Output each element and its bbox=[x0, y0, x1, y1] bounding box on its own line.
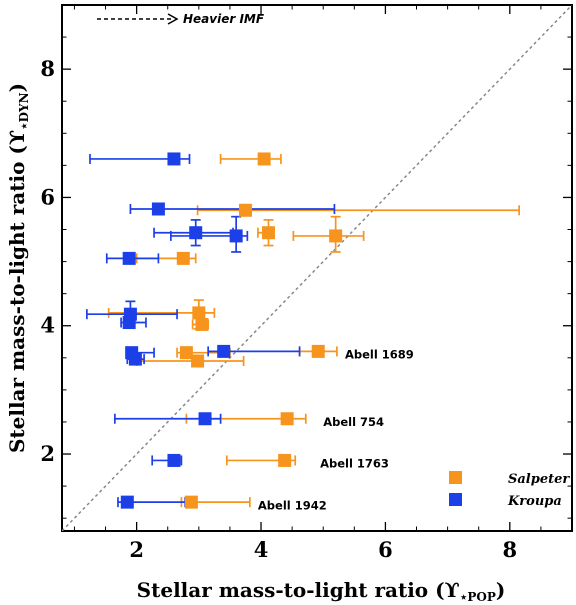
legend-label-salpeter: Salpeter bbox=[508, 472, 570, 487]
salpeter-point bbox=[261, 226, 275, 240]
x-tick-label: 4 bbox=[254, 537, 269, 562]
kroupa-point bbox=[167, 453, 181, 467]
salpeter-point bbox=[257, 152, 271, 166]
kroupa-point bbox=[122, 251, 136, 265]
salpeter-point bbox=[280, 412, 294, 426]
kroupa-point bbox=[217, 344, 231, 358]
kroupa-point bbox=[167, 152, 181, 166]
cluster-annotation: Abell 754 bbox=[323, 415, 384, 429]
salpeter-point bbox=[195, 317, 209, 331]
salpeter-point bbox=[176, 251, 190, 265]
salpeter-point bbox=[184, 495, 198, 509]
salpeter-point bbox=[179, 346, 193, 360]
heavier-imf-arrowhead bbox=[167, 13, 179, 25]
kroupa-point bbox=[189, 226, 203, 240]
legend: Salpeter Kroupa bbox=[449, 471, 570, 509]
kroupa-point bbox=[120, 495, 134, 509]
y-tick-label: 2 bbox=[40, 441, 55, 466]
cluster-annotation: Abell 1942 bbox=[258, 498, 327, 512]
kroupa-point bbox=[229, 229, 243, 243]
x-tick-label: 8 bbox=[502, 537, 517, 562]
kroupa-point bbox=[198, 412, 212, 426]
x-tick-label: 6 bbox=[378, 537, 393, 562]
y-tick-label: 6 bbox=[40, 184, 55, 209]
kroupa-point bbox=[151, 202, 165, 216]
plot-frame bbox=[61, 4, 573, 532]
legend-marker-kroupa bbox=[449, 493, 462, 506]
salpeter-point bbox=[192, 306, 206, 320]
x-axis-title: Stellar mass-to-light ratio (ϒ⋆POP) bbox=[137, 578, 506, 604]
kroupa-point bbox=[122, 316, 136, 330]
legend-label-kroupa: Kroupa bbox=[507, 494, 562, 509]
salpeter-point bbox=[191, 354, 205, 368]
cluster-annotation: Abell 1763 bbox=[320, 457, 389, 471]
legend-marker-salpeter bbox=[449, 471, 462, 484]
salpeter-point bbox=[311, 344, 325, 358]
y-tick-label: 8 bbox=[40, 56, 55, 81]
salpeter-point bbox=[329, 229, 343, 243]
one-to-one-line bbox=[62, 5, 572, 531]
x-tick-label: 2 bbox=[129, 537, 144, 562]
y-axis-title: Stellar mass-to-light ratio (ϒ⋆DYN) bbox=[5, 83, 31, 453]
salpeter-point bbox=[238, 203, 252, 217]
heavier-imf-label: Heavier IMF bbox=[183, 12, 265, 26]
cluster-annotation: Abell 1689 bbox=[345, 348, 414, 362]
kroupa-point bbox=[128, 352, 142, 366]
salpeter-point bbox=[278, 453, 292, 467]
y-tick-label: 4 bbox=[40, 313, 55, 338]
